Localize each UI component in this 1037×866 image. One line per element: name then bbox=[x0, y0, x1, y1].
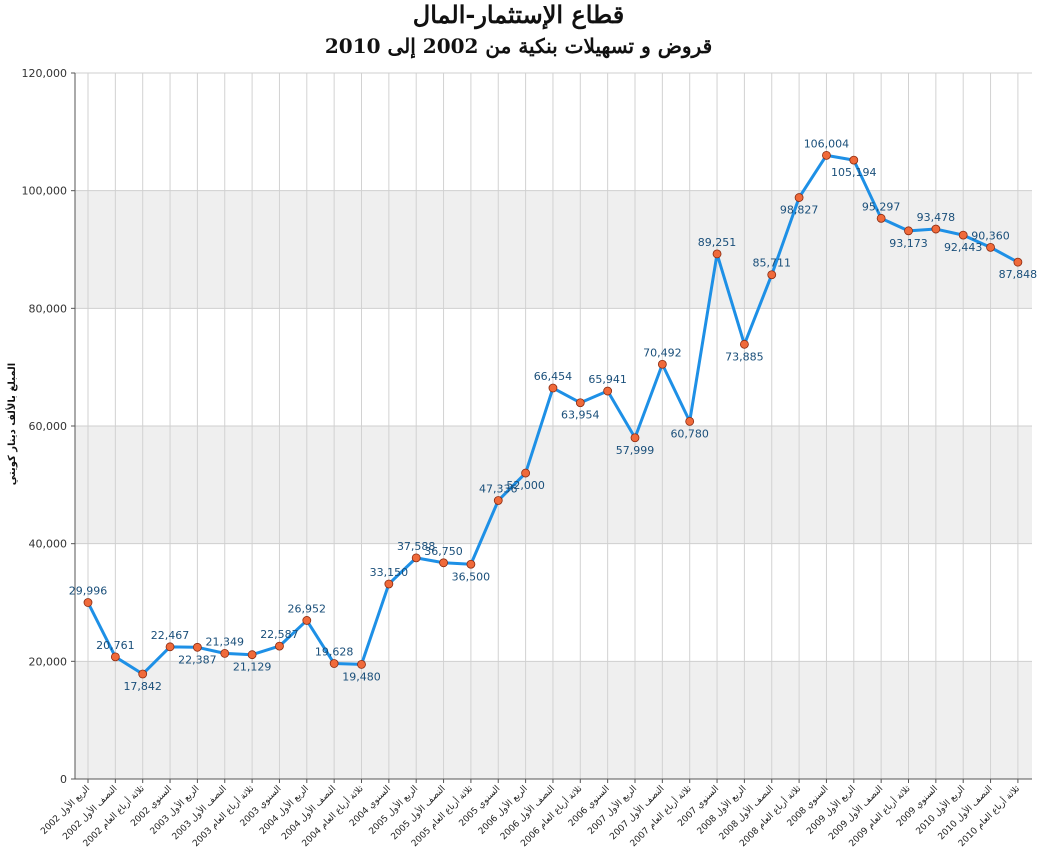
y-tick-label: 60,000 bbox=[29, 420, 68, 433]
data-point bbox=[521, 468, 530, 478]
data-points bbox=[83, 150, 1023, 679]
data-label: 65,941 bbox=[588, 373, 627, 386]
data-point bbox=[931, 224, 941, 234]
data-point bbox=[767, 270, 777, 280]
data-label: 90,360 bbox=[971, 229, 1010, 242]
data-point bbox=[712, 249, 722, 259]
y-tick-label: 0 bbox=[60, 773, 67, 786]
data-point bbox=[657, 359, 667, 369]
grid-band bbox=[75, 190, 1032, 309]
data-point bbox=[740, 339, 749, 349]
data-point bbox=[165, 642, 175, 652]
data-label: 105,194 bbox=[831, 166, 877, 179]
data-label: 106,004 bbox=[804, 137, 850, 150]
data-point bbox=[904, 226, 913, 236]
data-label: 92,443 bbox=[944, 241, 983, 254]
data-point bbox=[83, 598, 93, 607]
data-point bbox=[302, 616, 312, 625]
data-label: 21,349 bbox=[206, 635, 245, 648]
data-point bbox=[1013, 257, 1023, 267]
data-label: 89,251 bbox=[698, 236, 737, 249]
data-label: 85,711 bbox=[753, 257, 792, 270]
y-tick-label: 40,000 bbox=[29, 538, 68, 551]
data-label: 63,954 bbox=[561, 409, 600, 422]
data-label: 70,492 bbox=[643, 346, 682, 359]
data-point bbox=[548, 383, 558, 393]
data-label: 21,129 bbox=[233, 661, 272, 674]
data-label: 98,827 bbox=[780, 204, 819, 217]
data-point bbox=[466, 559, 476, 569]
data-label: 95,297 bbox=[862, 200, 901, 213]
data-label: 57,999 bbox=[616, 444, 655, 457]
y-axis-ticks: 0 20,000 40,000 60,000 80,000 100,000 120,000 bbox=[22, 67, 75, 786]
data-label: 47,336 bbox=[479, 483, 518, 496]
data-label: 20,761 bbox=[96, 639, 135, 652]
data-point bbox=[384, 579, 394, 589]
data-label: 19,628 bbox=[315, 646, 354, 659]
data-label: 36,750 bbox=[424, 545, 463, 558]
data-point bbox=[876, 213, 886, 223]
data-label: 19,480 bbox=[342, 670, 381, 683]
data-point bbox=[603, 386, 613, 396]
data-point bbox=[958, 230, 968, 240]
data-label: 87,848 bbox=[999, 268, 1037, 281]
data-point bbox=[849, 155, 859, 165]
data-point bbox=[329, 659, 339, 668]
data-point bbox=[110, 652, 120, 662]
data-point bbox=[575, 398, 585, 408]
chart-title: قطاع الإستثمار-المال bbox=[412, 0, 625, 29]
data-point bbox=[439, 558, 448, 568]
data-point bbox=[357, 659, 366, 669]
data-label: 29,996 bbox=[69, 585, 108, 598]
data-label: 26,952 bbox=[288, 602, 327, 615]
data-point bbox=[794, 193, 804, 202]
grid-band bbox=[75, 426, 1032, 544]
chart-subtitle: قروض و تسهيلات بنكية من 2002 إلى 2010 bbox=[324, 34, 713, 58]
data-labels: 29,996 20,761 17,842 22,467 22,387 21,349 21,1… bbox=[69, 137, 1037, 693]
data-label: 36,500 bbox=[452, 570, 491, 583]
data-point bbox=[685, 417, 695, 426]
data-label: 33,150 bbox=[370, 566, 409, 579]
data-point bbox=[247, 650, 257, 660]
data-label: 66,454 bbox=[534, 370, 573, 383]
data-point bbox=[986, 242, 995, 252]
y-tick-label: 100,000 bbox=[22, 185, 68, 198]
y-tick-label: 80,000 bbox=[29, 302, 68, 315]
data-point bbox=[192, 642, 202, 652]
data-label: 17,842 bbox=[123, 680, 162, 693]
data-label: 52,000 bbox=[506, 479, 545, 492]
grid-band bbox=[75, 661, 1032, 779]
data-label: 93,173 bbox=[889, 237, 928, 250]
x-tick-label: الربع الأول 2002 bbox=[38, 783, 92, 837]
data-label: 37,588 bbox=[397, 540, 436, 553]
data-point bbox=[822, 150, 831, 160]
data-label: 73,885 bbox=[725, 350, 764, 363]
grid-bands bbox=[75, 190, 1032, 779]
y-tick-label: 20,000 bbox=[29, 655, 68, 668]
data-point bbox=[220, 648, 230, 658]
y-tick-label: 120,000 bbox=[22, 67, 68, 80]
data-label: 22,587 bbox=[260, 628, 299, 641]
data-point bbox=[411, 553, 421, 563]
data-point bbox=[630, 433, 640, 443]
data-label: 93,478 bbox=[917, 211, 956, 224]
data-label: 22,467 bbox=[151, 629, 190, 642]
y-axis-label: المبلغ بالألف دينار كويتي bbox=[5, 363, 18, 485]
data-point bbox=[275, 641, 284, 651]
data-point bbox=[493, 496, 503, 505]
data-label: 60,780 bbox=[670, 427, 709, 440]
data-label: 22,387 bbox=[178, 653, 217, 666]
data-point bbox=[138, 669, 148, 679]
